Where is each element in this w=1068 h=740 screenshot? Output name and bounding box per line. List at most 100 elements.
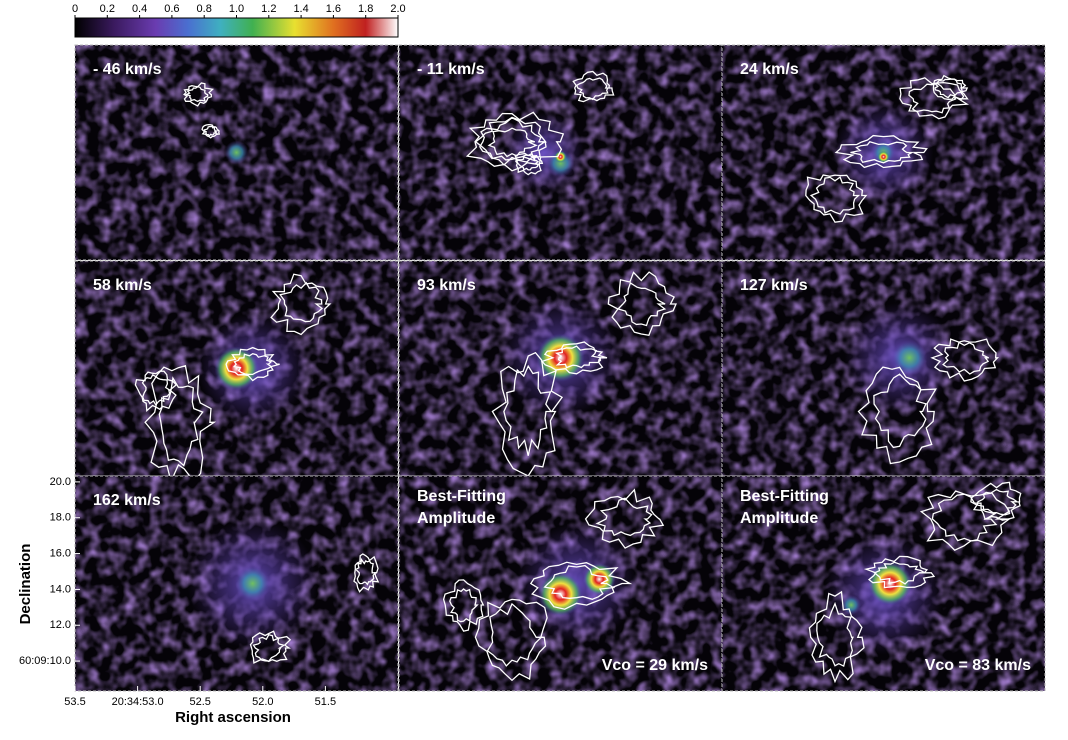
contour [809,176,861,215]
panel-note: Vco = 29 km/s [601,657,708,674]
contour [857,366,937,465]
contour [516,154,540,171]
panel-title: Best-Fitting Amplitude [740,488,829,527]
contour [487,127,538,158]
contour [225,346,280,382]
contour [474,598,548,682]
colorbar-tick-label: 1.6 [326,3,341,15]
emission-blob [554,150,567,163]
contour [930,338,999,382]
contour [486,602,543,667]
x-axis-label: Right ascension [175,709,291,726]
contour [808,590,865,684]
panel [74,475,399,692]
contour [873,561,928,585]
panel [721,44,1046,261]
contour [158,376,204,467]
panel-label: 127 km/s [740,277,808,294]
panel-title: Best-Fitting Amplitude [417,488,506,527]
contour [529,561,633,610]
contour [270,273,332,336]
colorbar-tick-label: 1.0 [229,3,244,15]
contour [141,374,172,407]
contour [616,282,667,327]
contour [805,174,868,223]
emission-blob [234,565,271,602]
panel-frame [721,260,1046,477]
colorbar-tick-label: 0 [72,3,78,15]
contour [816,601,854,668]
emission-blob [214,346,259,391]
contour [970,481,1022,521]
contour [203,125,219,137]
panel-image [722,261,1045,476]
emission-blob [891,339,928,376]
contour [279,281,324,323]
contour [607,271,677,337]
panel-label: 93 km/s [417,277,476,294]
colorbar-tick-label: 0.2 [100,3,115,15]
panel [74,260,399,477]
x-tick-label: 52.5 [189,696,210,708]
y-tick-label: 20.0 [50,476,71,488]
panel-image [722,45,1045,260]
contour [976,488,1020,516]
panel-image [399,261,722,476]
panel-label: - 11 km/s [417,61,485,78]
contour [863,555,936,589]
contour [442,579,485,632]
colorbar-tick-label: 1.2 [261,3,276,15]
contour [873,373,927,449]
panel [398,260,723,477]
contour [934,78,963,99]
contour [584,488,665,549]
contour [908,82,957,114]
contour [503,364,553,456]
contour [183,82,214,107]
x-tick-label: 53.5 [64,696,85,708]
x-tick-label: 51.5 [315,696,336,708]
panel-image [75,261,398,476]
panel-note: Vco = 83 km/s [924,657,1031,674]
contour [134,370,178,412]
contour [540,341,608,375]
colorbar-tick-label: 0.4 [132,3,147,15]
contour [543,564,616,600]
panel-frame [721,44,1046,261]
contour [919,490,1012,551]
colorbar-tick-label: 0.8 [197,3,212,15]
panel [721,475,1046,692]
contour [249,630,292,664]
contour [354,557,378,586]
contour [491,351,564,476]
panel-image [399,45,722,260]
panel-image [399,476,722,691]
contour [474,116,547,162]
contour [932,74,969,101]
colorbar [74,17,399,38]
colorbar-tick-label: 0.6 [164,3,179,15]
contour [232,352,273,376]
contour [479,117,547,166]
x-tick-label: 52.0 [252,696,273,708]
x-tick-label: 20:34:53.0 [112,696,164,708]
colorbar-tick-label: 1.8 [358,3,373,15]
panel-label: - 46 km/s [93,61,162,78]
panel [74,44,399,261]
contour [449,588,479,623]
contour [252,633,286,662]
panel-frame [74,44,399,261]
panel-image [75,476,398,691]
panel-label: 162 km/s [93,492,161,509]
y-tick-label: 16.0 [50,547,71,559]
contour [144,364,217,476]
y-tick-label: 18.0 [50,512,71,524]
contour [575,77,609,101]
panel-image [722,476,1045,691]
y-tick-label: 60:09:10.0 [19,655,71,667]
panel-image [75,45,398,260]
emission-blob [841,595,862,615]
contour [514,152,544,176]
